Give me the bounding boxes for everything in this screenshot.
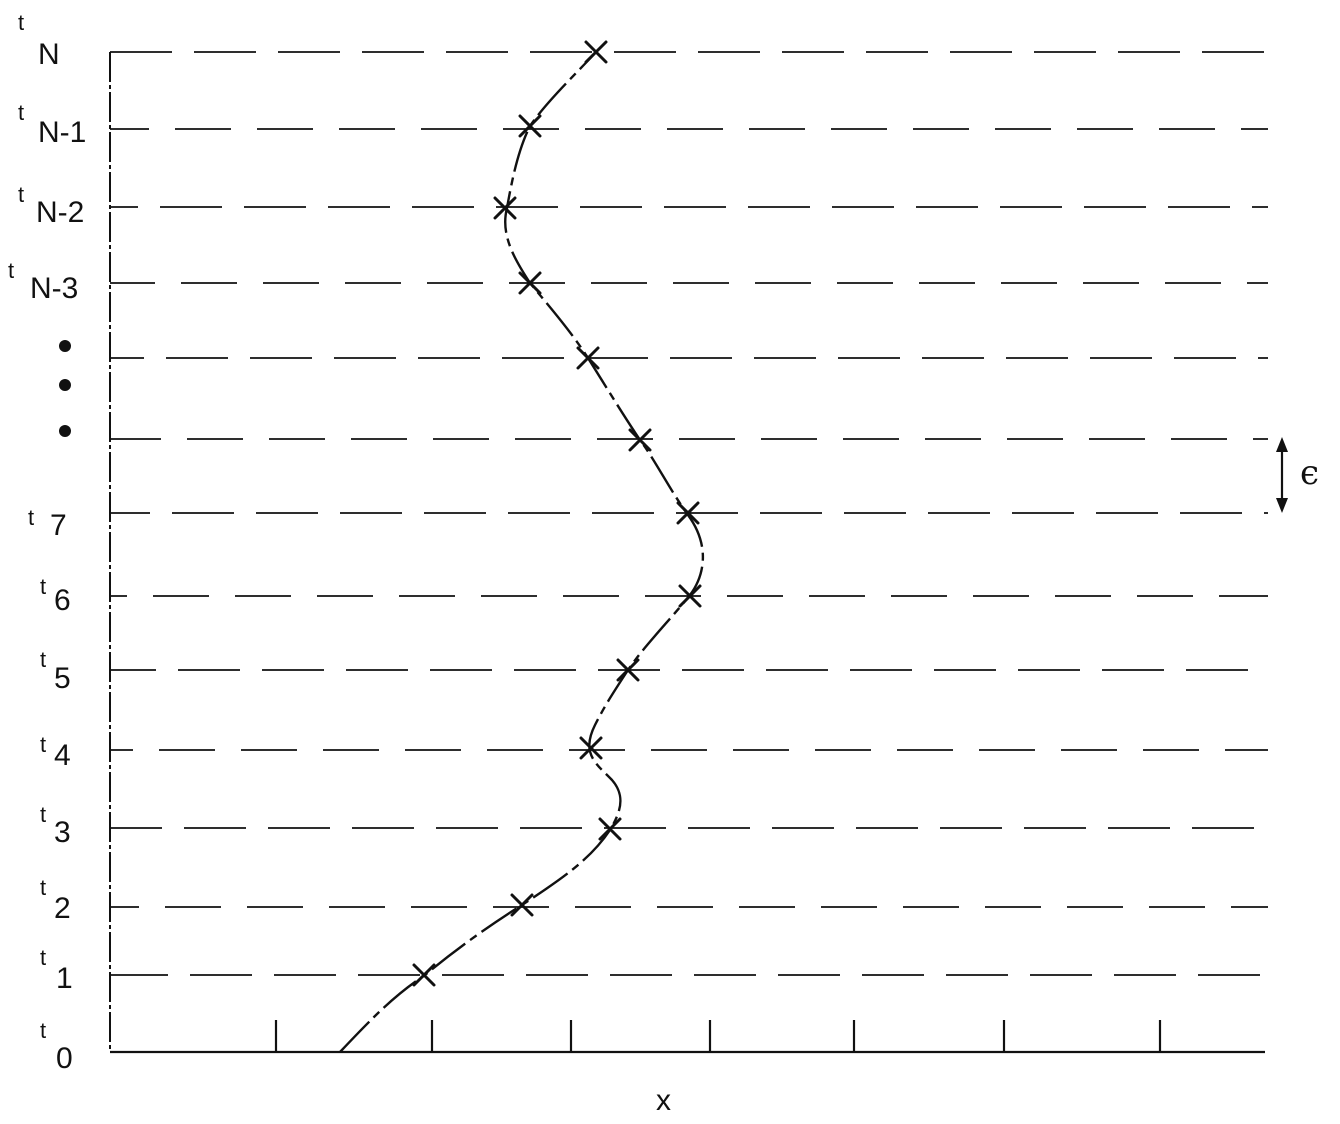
- time-label-subscript-t5: 5: [54, 662, 71, 695]
- sample-point-x-marker: [412, 963, 436, 987]
- sample-point-x-marker: [676, 501, 700, 525]
- time-label-subscript-t0: 0: [56, 1042, 73, 1075]
- epsilon-arrow-head-up: [1276, 437, 1288, 452]
- sample-point-x-marker: [493, 196, 517, 220]
- sample-point-markers: [412, 40, 702, 987]
- time-label-t: t: [40, 1018, 46, 1043]
- time-label-t: t: [40, 574, 46, 599]
- time-label-subscript-t2: 2: [54, 892, 71, 925]
- time-label-subscript-t6: 6: [54, 584, 71, 617]
- epsilon-label: ϵ: [1300, 453, 1319, 493]
- time-label-t: t: [40, 802, 46, 827]
- sample-point-x-marker: [510, 893, 534, 917]
- time-label-subscript-tN3: N-3: [30, 272, 78, 305]
- sample-point-x-marker: [628, 428, 652, 452]
- ellipsis-dots: [59, 340, 71, 437]
- path-curve: [339, 51, 705, 1053]
- x-axis-label: x: [656, 1084, 671, 1117]
- time-label-t: t: [28, 505, 34, 530]
- sample-point-x-marker: [576, 346, 600, 370]
- time-label-subscript-t4: 4: [54, 739, 71, 772]
- epsilon-spacing-marker: ϵ: [1276, 437, 1319, 513]
- sample-point-x-marker: [584, 40, 608, 64]
- sample-point-x-marker: [616, 658, 640, 682]
- time-label-subscript-t3: 3: [54, 816, 71, 849]
- time-label-t: t: [40, 945, 46, 970]
- epsilon-arrow-head-down: [1276, 498, 1288, 513]
- time-label-subscript-tN: N: [38, 38, 60, 71]
- time-label-subscript-tN2: N-2: [36, 196, 84, 229]
- sample-point-x-marker: [518, 271, 542, 295]
- time-label-subscript-t1: 1: [56, 962, 73, 995]
- sample-point-x-marker: [579, 736, 603, 760]
- time-label-subscript-tN1: N-1: [38, 116, 86, 149]
- ellipsis-dot: [59, 340, 71, 352]
- ellipsis-dot: [59, 425, 71, 437]
- time-label-t: t: [40, 647, 46, 672]
- sample-point-x-marker: [518, 114, 542, 138]
- time-label-t: t: [40, 732, 46, 757]
- sample-point-x-marker: [678, 584, 702, 608]
- time-label-subscript-t7: 7: [50, 509, 67, 542]
- time-label-t: t: [8, 258, 14, 283]
- x-axis-ticks: [274, 1020, 1162, 1052]
- time-label-t: t: [40, 875, 46, 900]
- time-label-t: t: [18, 100, 24, 125]
- time-label-t: t: [18, 10, 24, 35]
- ellipsis-dot: [59, 379, 71, 391]
- sample-point-x-marker: [598, 817, 622, 841]
- time-label-t: t: [18, 182, 24, 207]
